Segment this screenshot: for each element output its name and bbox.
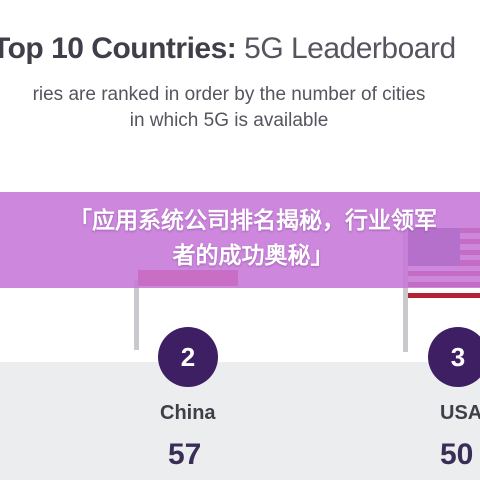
banner-title[interactable]: 「应用系统公司排名揭秘，行业领军者的成功奥秘」	[69, 208, 437, 269]
title-light: 5G Leaderboard	[244, 32, 456, 65]
country-name: USA	[440, 402, 480, 424]
rank-badge: 2	[158, 327, 218, 387]
bottom-band	[0, 362, 480, 480]
title-bold: Top 10 Countries:	[0, 32, 237, 65]
title-banner	[0, 192, 480, 288]
subtitle-line-1: ries are ranked in order by the number o…	[32, 84, 426, 105]
infographic-title: Top 10 Countries: 5G Leaderboard	[0, 32, 456, 66]
country-name: China	[160, 402, 216, 424]
flag-pole	[403, 230, 408, 352]
rank-badge: 3	[428, 327, 480, 387]
subtitle-line-2: in which 5G is available	[129, 110, 329, 131]
city-count: 57	[168, 438, 202, 471]
infographic-subtitle: ries are ranked in order by the number o…	[0, 82, 464, 134]
city-count: 50	[440, 438, 474, 471]
flag-pole	[134, 280, 139, 350]
